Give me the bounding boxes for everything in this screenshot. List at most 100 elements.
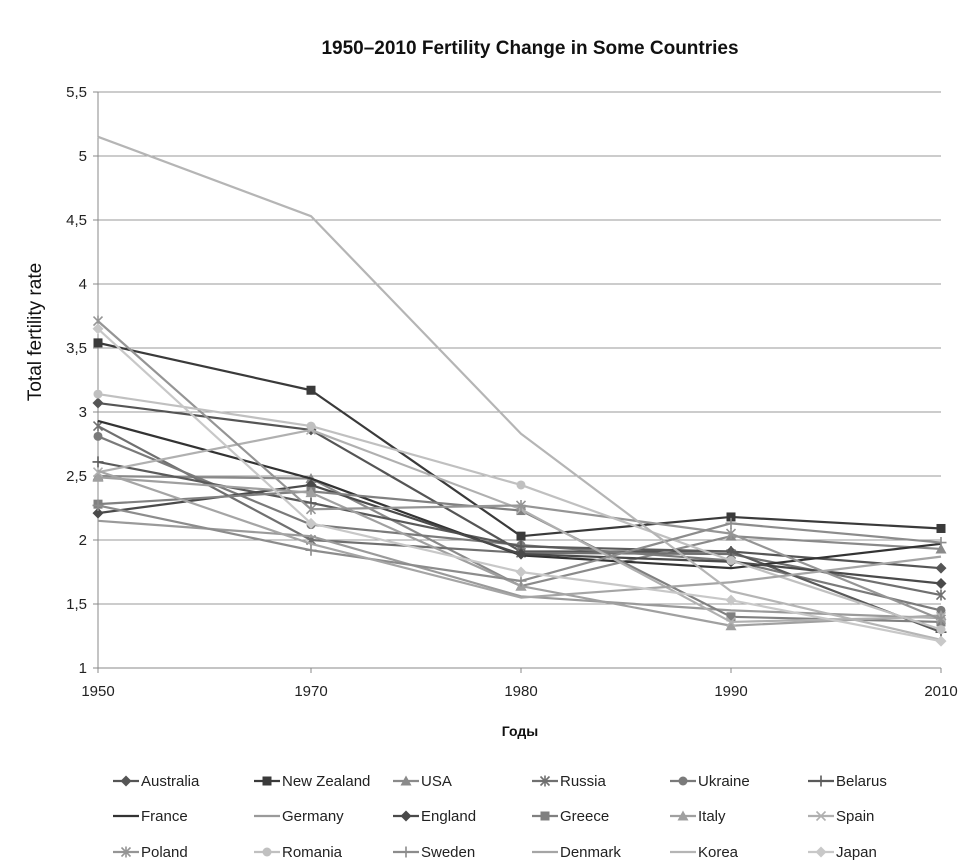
point-romania — [306, 421, 316, 431]
point-poland — [725, 528, 737, 540]
y-tick-label: 4 — [79, 276, 87, 293]
point-sweden — [92, 499, 104, 511]
point-japan — [935, 635, 947, 647]
legend-item-germany: Germany — [254, 808, 344, 825]
legend-marker — [815, 846, 827, 858]
legend-marker — [678, 776, 688, 786]
legend-item-england: England — [393, 808, 476, 825]
legend-label: Greece — [560, 808, 609, 825]
legend-label: Belarus — [836, 773, 887, 790]
point-sweden — [725, 517, 737, 529]
point-italy — [92, 471, 104, 482]
point-new-zealand — [93, 338, 103, 348]
series-sweden — [92, 499, 947, 587]
legend-marker — [400, 846, 412, 858]
legend-label: Australia — [141, 773, 200, 790]
legend-item-australia: Australia — [113, 773, 200, 790]
legend-label: Italy — [698, 808, 726, 825]
x-axis-label: Годы — [502, 723, 538, 739]
point-belarus — [92, 456, 104, 468]
line-denmark — [97, 469, 942, 599]
point-japan — [305, 517, 317, 529]
line-korea — [97, 135, 942, 641]
legend-item-france: France — [113, 808, 188, 825]
legend-marker — [120, 775, 132, 787]
point-italy — [305, 487, 317, 498]
legend-marker — [400, 810, 412, 822]
point-australia — [935, 562, 947, 574]
x-tick-label: 1950 — [81, 683, 114, 700]
legend-label: Korea — [698, 844, 739, 861]
y-tick-label: 5 — [79, 148, 87, 165]
legend-label: USA — [421, 773, 452, 790]
series-japan — [92, 323, 947, 647]
legend-label: Germany — [282, 808, 344, 825]
legend-label: Sweden — [421, 844, 475, 861]
legend-item-denmark: Denmark — [532, 844, 621, 861]
series-new-zealand — [93, 338, 946, 541]
y-axis-label: Total fertility rate — [25, 263, 46, 401]
legend-item-poland: Poland — [113, 844, 188, 861]
point-romania — [936, 625, 946, 635]
legend-marker — [539, 775, 551, 787]
x-tick-label: 1970 — [294, 683, 327, 700]
point-new-zealand — [726, 512, 736, 522]
legend-label: New Zealand — [282, 773, 370, 790]
x-tick-label: 2010 — [924, 683, 957, 700]
series-lines — [92, 135, 947, 647]
legend-label: Denmark — [560, 844, 621, 861]
y-tick-label: 3,5 — [66, 340, 87, 357]
legend-label: Spain — [836, 808, 874, 825]
legend-item-sweden: Sweden — [393, 844, 475, 861]
legend-item-ukraine: Ukraine — [670, 773, 750, 790]
series-poland — [92, 315, 947, 625]
point-spain — [92, 467, 104, 478]
point-russia — [935, 589, 947, 601]
point-spain — [725, 616, 737, 627]
y-tick-label: 1,5 — [66, 596, 87, 613]
series-korea — [97, 135, 942, 641]
point-russia — [92, 420, 104, 432]
point-poland — [935, 613, 947, 625]
y-tick-label: 5,5 — [66, 84, 87, 101]
y-tick-label: 1 — [79, 660, 87, 677]
legend-item-spain: Spain — [808, 808, 874, 825]
legend-label: Poland — [141, 844, 188, 861]
legend-item-korea: Korea — [670, 844, 739, 861]
point-romania — [93, 389, 103, 399]
legend-marker — [677, 810, 689, 821]
legend-marker — [262, 847, 272, 857]
legend-item-greece: Greece — [532, 808, 609, 825]
legend-label: Japan — [836, 844, 877, 861]
y-tick-label: 3 — [79, 404, 87, 421]
legend-item-russia: Russia — [532, 773, 607, 790]
point-italy — [725, 620, 737, 631]
y-tick-label: 2,5 — [66, 468, 87, 485]
legend: Australia New Zealand USA Russia Ukraine Bela… — [113, 773, 887, 861]
point-new-zealand — [306, 385, 316, 395]
legend-item-romania: Romania — [254, 844, 343, 861]
point-belarus — [725, 546, 737, 558]
series-romania — [93, 389, 946, 635]
point-new-zealand — [516, 531, 526, 541]
legend-item-italy: Italy — [670, 808, 726, 825]
axes — [97, 92, 942, 673]
legend-item-usa: USA — [393, 773, 452, 790]
legend-item-new-zealand: New Zealand — [254, 773, 370, 790]
x-tick-label: 1990 — [714, 683, 747, 700]
point-greece — [726, 612, 736, 622]
point-romania — [726, 555, 736, 565]
point-romania — [516, 480, 526, 490]
point-england — [515, 548, 527, 560]
legend-label: Russia — [560, 773, 607, 790]
line-spain — [97, 428, 942, 624]
legend-marker — [815, 810, 827, 822]
y-tick-label: 2 — [79, 532, 87, 549]
point-australia — [92, 397, 104, 409]
point-japan — [515, 566, 527, 578]
legend-marker — [262, 776, 272, 786]
point-japan — [92, 323, 104, 335]
legend-item-japan: Japan — [808, 844, 877, 861]
